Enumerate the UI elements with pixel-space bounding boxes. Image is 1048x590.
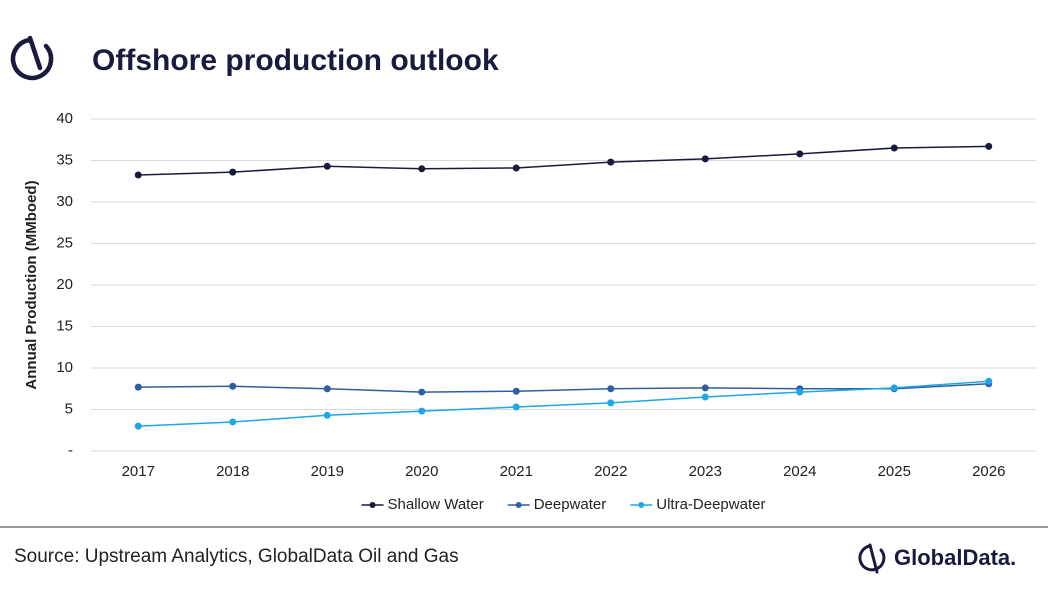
point	[229, 418, 237, 426]
y-tick-label: 5	[65, 400, 73, 417]
brand-icon	[858, 543, 886, 574]
point	[323, 162, 331, 170]
point	[607, 385, 615, 393]
point	[134, 171, 142, 179]
point	[701, 393, 709, 401]
series-line	[138, 380, 989, 427]
x-tick-label: 2020	[405, 463, 438, 480]
legend-marker	[369, 502, 376, 508]
point	[134, 422, 142, 430]
legend-marker	[638, 502, 645, 508]
point	[418, 388, 426, 396]
x-tick-label: 2024	[783, 463, 816, 480]
point	[985, 377, 993, 385]
y-tick-label: 15	[56, 317, 73, 334]
brand: GlobalData.	[894, 545, 1016, 570]
y-tick-label: 25	[56, 234, 73, 251]
point	[890, 144, 898, 152]
point	[607, 158, 615, 166]
point	[229, 168, 237, 176]
x-tick-label: 2019	[311, 463, 344, 480]
point	[512, 387, 520, 395]
x-tick-label: 2025	[878, 463, 911, 480]
x-tick-label: 2021	[500, 463, 533, 480]
y-tick-label: -	[68, 442, 73, 459]
point	[796, 150, 804, 158]
point	[229, 382, 237, 390]
point	[418, 407, 426, 415]
point	[985, 142, 993, 150]
x-tick-label: 2022	[594, 463, 627, 480]
series-line	[138, 383, 989, 393]
source: Source: Upstream Analytics, GlobalData O…	[14, 546, 459, 567]
point	[134, 383, 142, 391]
x-tick-label: 2018	[216, 463, 249, 480]
y-tick-label: 30	[56, 193, 73, 210]
point	[512, 164, 520, 172]
point	[701, 155, 709, 163]
x-tick-label: 2023	[689, 463, 722, 480]
point	[323, 385, 331, 393]
y-tick-label: 35	[56, 151, 73, 168]
legend-label: Ultra-Deepwater	[656, 496, 765, 513]
x-tick-label: 2026	[972, 463, 1005, 480]
chart-title: Offshore production outlook	[92, 44, 499, 77]
y-tick-label: 40	[56, 110, 73, 127]
legend-label: Shallow Water	[388, 496, 484, 513]
x-tick-label: 2017	[122, 463, 155, 480]
y-tick-label: 10	[56, 359, 73, 376]
point	[512, 403, 520, 411]
legend: Shallow Water Deepwater Ultra-Deepwater	[361, 496, 765, 513]
point	[323, 411, 331, 419]
point	[607, 399, 615, 407]
y-tick-label: 20	[56, 276, 73, 293]
logo-icon	[10, 35, 54, 81]
series-line	[138, 145, 989, 176]
legend-marker	[515, 502, 522, 508]
y-axis-label: Annual Production (MMboed)	[23, 180, 40, 389]
point	[890, 384, 898, 392]
point	[418, 165, 426, 173]
point	[796, 388, 804, 396]
legend-label: Deepwater	[534, 496, 607, 513]
point	[701, 384, 709, 392]
